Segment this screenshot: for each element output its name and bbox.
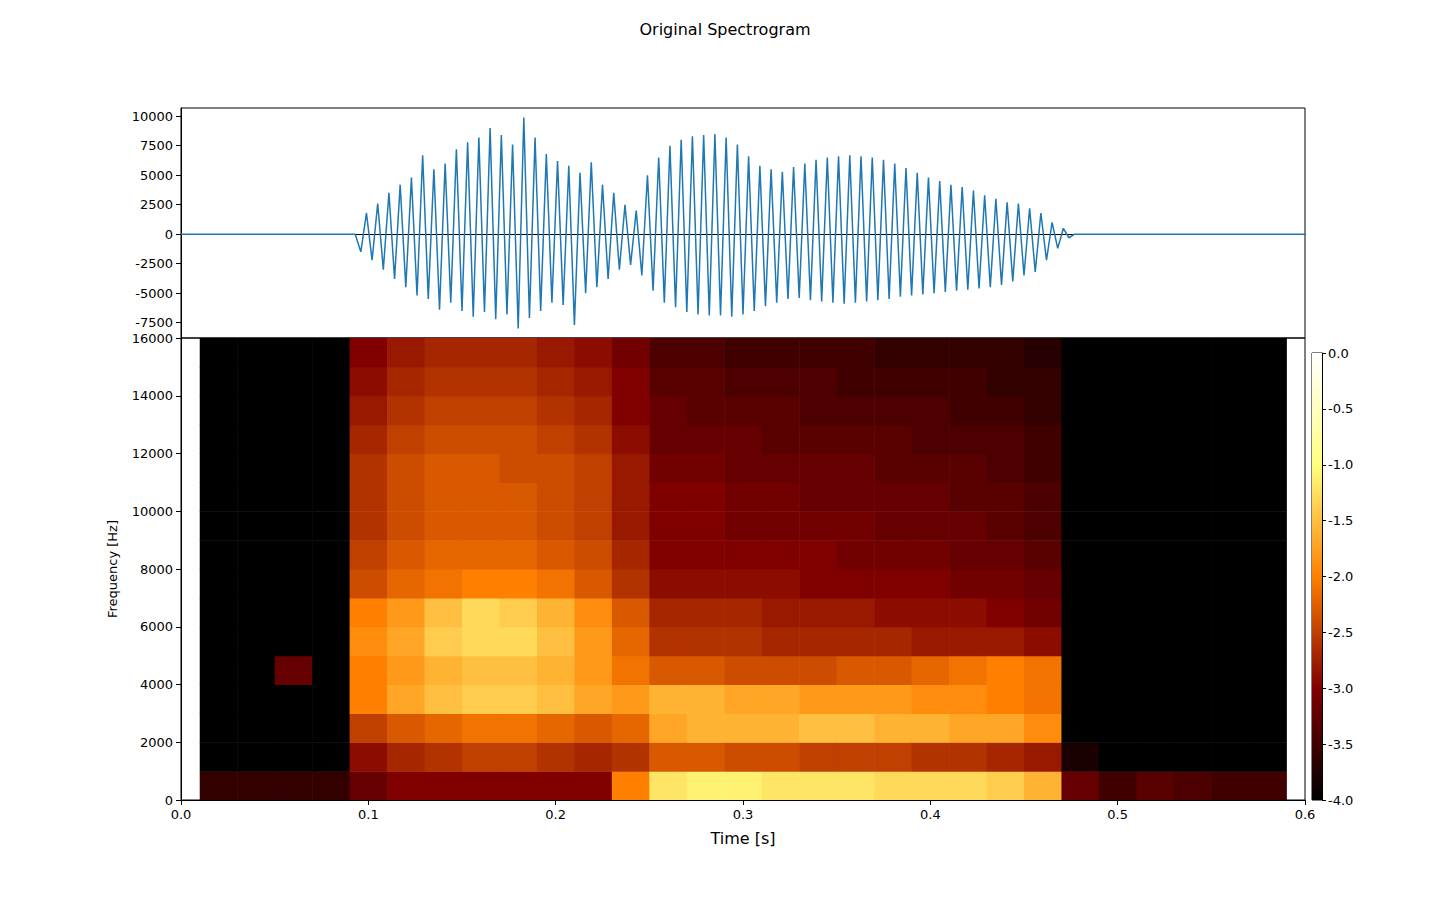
- svg-text:0: 0: [165, 793, 173, 808]
- svg-text:6000: 6000: [140, 619, 173, 634]
- svg-text:0.0: 0.0: [171, 807, 192, 822]
- svg-text:0.3: 0.3: [733, 807, 754, 822]
- svg-text:7500: 7500: [140, 138, 173, 153]
- svg-text:10000: 10000: [132, 109, 173, 124]
- svg-text:5000: 5000: [140, 168, 173, 183]
- svg-text:2500: 2500: [140, 197, 173, 212]
- svg-text:-3.0: -3.0: [1328, 681, 1353, 696]
- svg-text:-2500: -2500: [135, 256, 173, 271]
- svg-text:0.6: 0.6: [1295, 807, 1316, 822]
- svg-text:-3.5: -3.5: [1328, 737, 1353, 752]
- svg-text:0.1: 0.1: [358, 807, 379, 822]
- svg-text:4000: 4000: [140, 677, 173, 692]
- svg-text:-1.5: -1.5: [1328, 513, 1353, 528]
- svg-text:0: 0: [165, 227, 173, 242]
- svg-text:2000: 2000: [140, 735, 173, 750]
- svg-text:Time [s]: Time [s]: [709, 829, 775, 848]
- svg-text:-0.5: -0.5: [1328, 401, 1353, 416]
- svg-text:16000: 16000: [132, 331, 173, 346]
- svg-text:-4.0: -4.0: [1328, 793, 1353, 808]
- svg-text:14000: 14000: [132, 388, 173, 403]
- svg-text:-2.0: -2.0: [1328, 569, 1353, 584]
- svg-text:0.2: 0.2: [545, 807, 566, 822]
- svg-text:0.4: 0.4: [920, 807, 941, 822]
- svg-text:-1.0: -1.0: [1328, 457, 1353, 472]
- svg-text:Frequency [Hz]: Frequency [Hz]: [105, 520, 120, 618]
- svg-text:12000: 12000: [132, 446, 173, 461]
- svg-text:-7500: -7500: [135, 315, 173, 330]
- svg-text:-2.5: -2.5: [1328, 625, 1353, 640]
- svg-text:10000: 10000: [132, 504, 173, 519]
- svg-text:0.5: 0.5: [1107, 807, 1128, 822]
- svg-text:8000: 8000: [140, 562, 173, 577]
- svg-text:0.0: 0.0: [1328, 346, 1349, 361]
- svg-text:Original Spectrogram: Original Spectrogram: [639, 20, 810, 39]
- svg-text:-5000: -5000: [135, 286, 173, 301]
